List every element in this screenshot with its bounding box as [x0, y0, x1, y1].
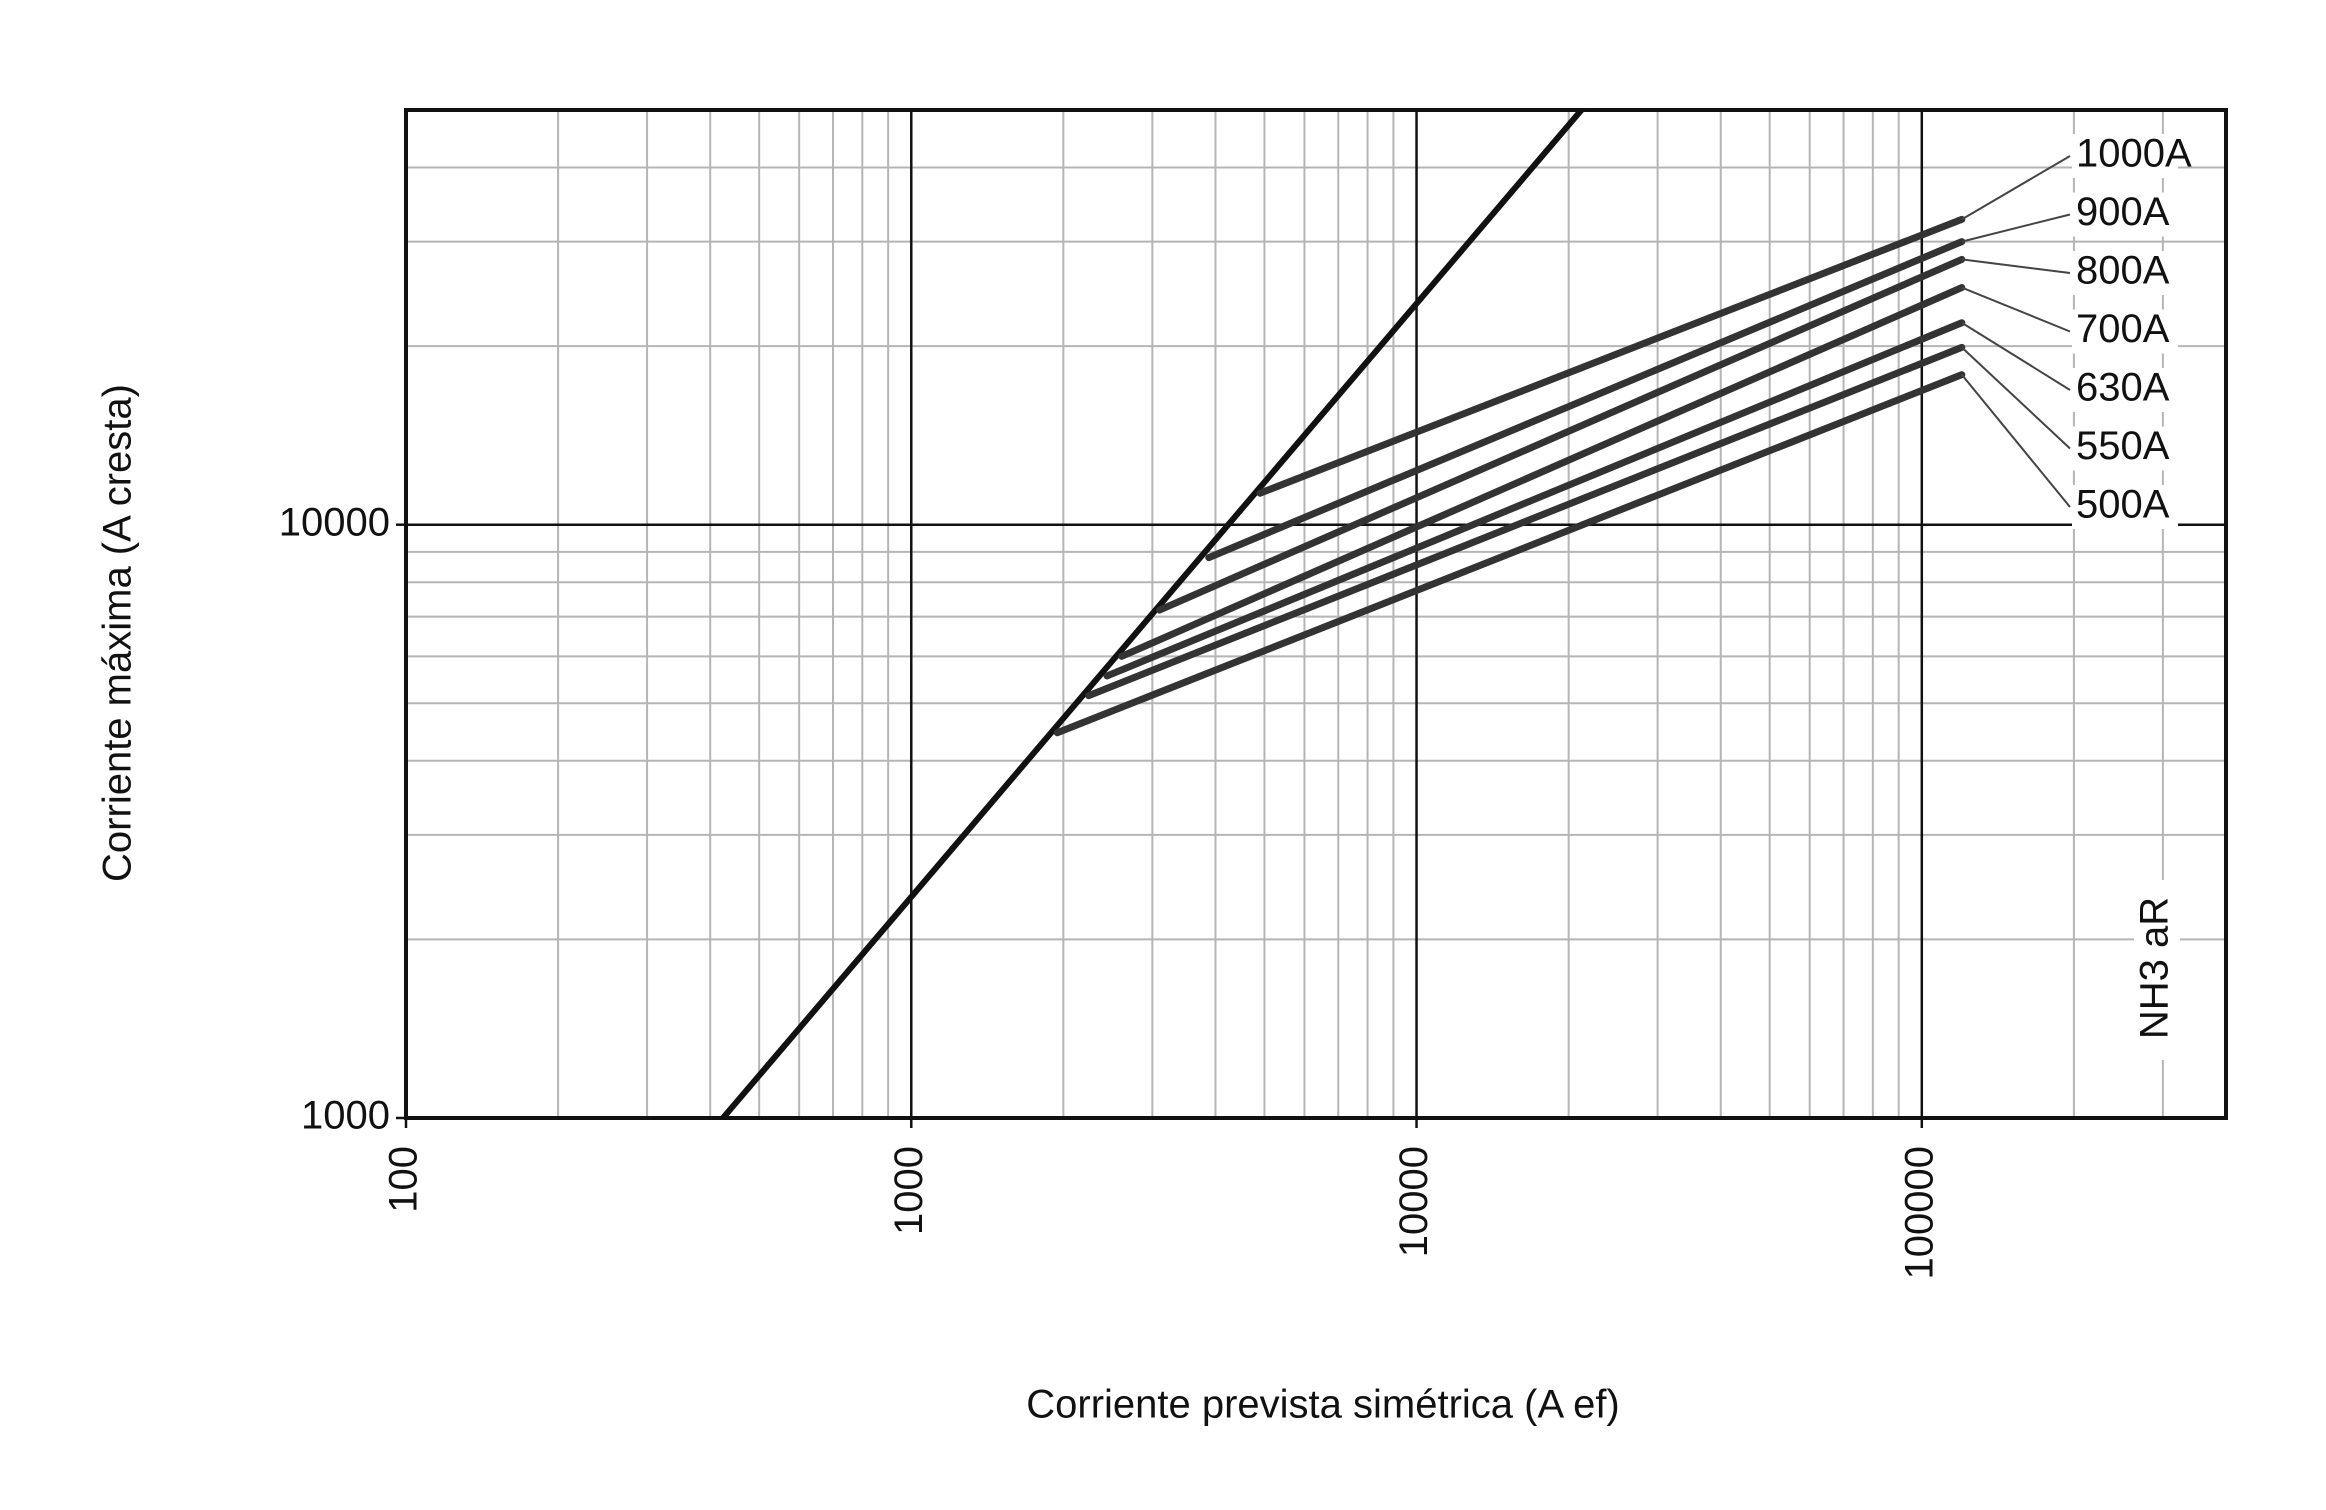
label-bg: [2072, 309, 2178, 354]
x-tick-label: 1000: [887, 1146, 931, 1235]
fuse-line: [1156, 255, 1966, 614]
fuse-line: [1085, 343, 1966, 700]
label-bg: [2072, 485, 2178, 529]
label-bg: [2072, 426, 2178, 471]
x-tick-label: 10000: [1392, 1146, 1436, 1257]
series-label: 800A: [2076, 249, 2170, 293]
leader-line: [1961, 213, 2071, 243]
leader-line: [1961, 286, 2071, 333]
annotation-bg: [2134, 880, 2180, 1060]
x-tick-label: 100000: [1897, 1146, 1941, 1279]
leader-line: [1961, 321, 2071, 391]
reference-line: [719, 110, 1585, 1118]
fuse-line: [1118, 284, 1966, 660]
x-tick-label: 100: [382, 1146, 426, 1213]
label-bg: [2072, 251, 2178, 295]
series-label: 1000A: [2076, 132, 2192, 176]
fuse-line: [1205, 238, 1966, 562]
fuse-line: [1103, 319, 1966, 680]
annotation: NH3 aR: [2133, 897, 2177, 1039]
leader-line: [1961, 258, 2071, 274]
leader-line: [1961, 155, 2071, 221]
series-label: 630A: [2076, 366, 2170, 410]
series-label: 900A: [2076, 190, 2170, 234]
leader-line: [1961, 346, 2071, 450]
series-label: 500A: [2076, 483, 2170, 527]
label-bg: [2072, 192, 2178, 237]
y-axis-title: Corriente máxima (A cresta): [96, 384, 140, 882]
series-label: 550A: [2076, 424, 2170, 468]
plot-frame: [404, 108, 2228, 1120]
fuse-line: [1053, 371, 1966, 737]
series-label: 700A: [2076, 307, 2170, 351]
x-axis-title: Corriente prevista simétrica (A ef): [1026, 1383, 1620, 1427]
y-tick-label: 10000: [279, 500, 390, 544]
leader-line: [1961, 374, 2071, 508]
fuse-line: [1256, 215, 1966, 497]
y-tick-label: 1000: [301, 1094, 390, 1138]
label-bg: [2072, 134, 2178, 178]
label-bg: [2072, 368, 2178, 412]
